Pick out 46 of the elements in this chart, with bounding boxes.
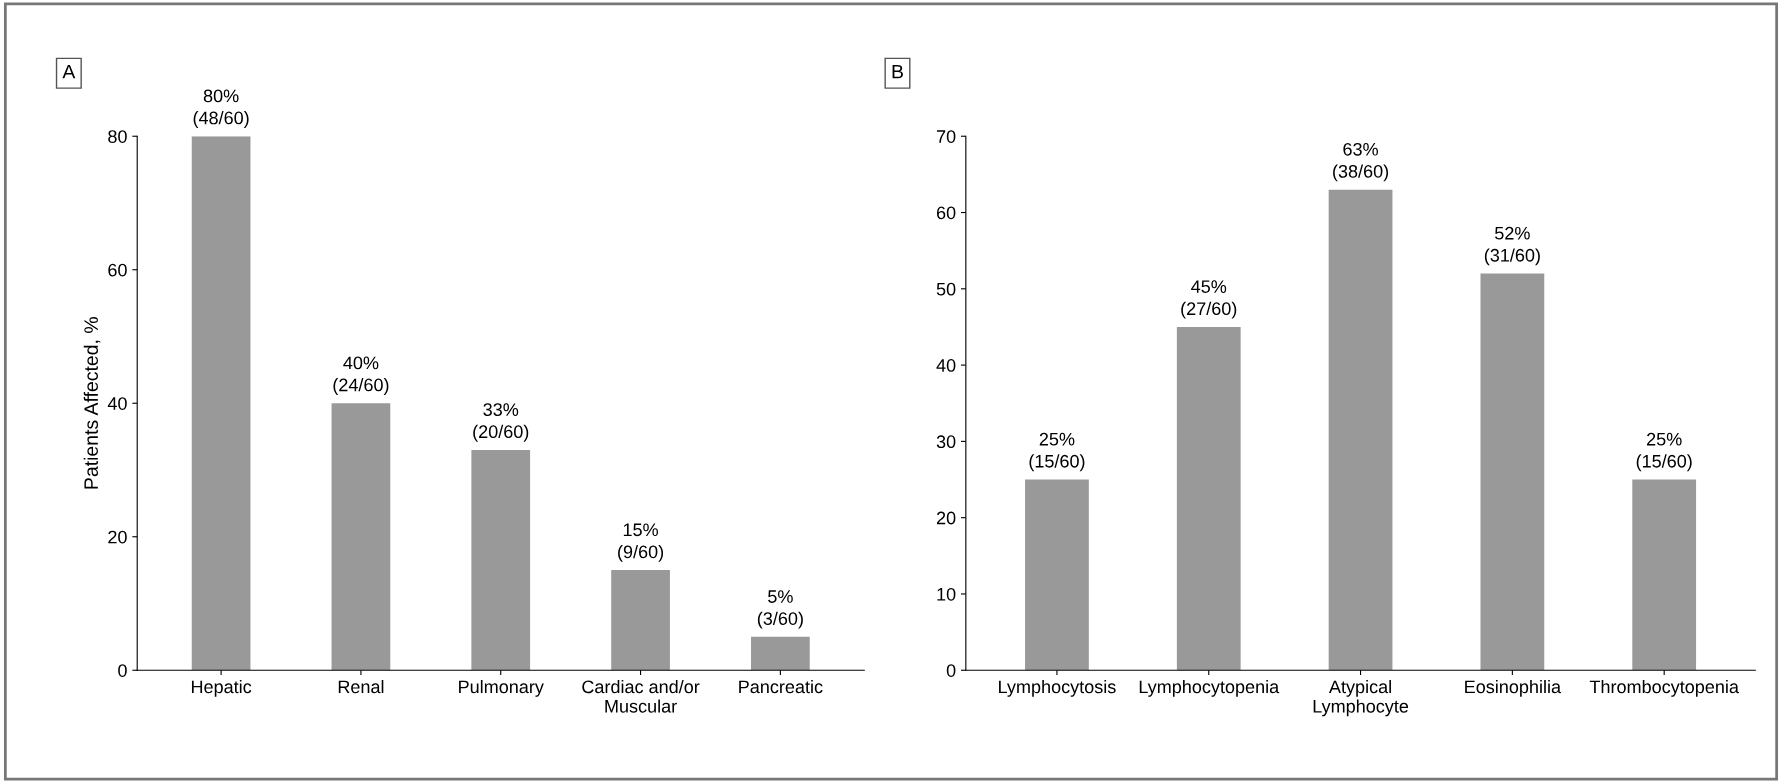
data-label: 63% (38/60) [1333,142,1389,182]
x-tick-label: Renal [338,679,384,694]
x-tick-label: Lymphocytopenia [1139,679,1280,697]
data-label: 5% (3/60) [757,590,803,629]
bar [611,570,670,671]
y-tick-label: 0 [946,664,956,677]
bar [1328,189,1393,671]
data-label: 25% (15/60) [1029,432,1085,472]
x-tick-label: Thrombocytopenia [1589,679,1739,697]
y-tick-label: 70 [936,130,956,143]
y-tick-label: 20 [108,530,127,544]
text: B [892,64,903,79]
y-tick-label: 30 [936,435,956,449]
bar [751,636,810,671]
y-tick-label: 80 [108,130,127,143]
bar [1025,479,1089,671]
x-tick-label: Eosinophilia [1465,679,1562,697]
bar [471,449,531,671]
x-tick-label: Pancreatic [739,679,823,694]
y-tick-label: 20 [936,511,956,525]
data-label: 15% (9/60) [618,523,664,562]
data-label: 45% (27/60) [1181,280,1237,319]
data-label: 40% (24/60) [333,356,389,395]
y-tick-label: 40 [936,359,956,372]
y-tick-label: 40 [107,397,127,410]
data-label: 25% (15/60) [1636,432,1692,472]
y-tick-label: 10 [937,587,956,601]
bar [331,403,391,671]
x-tick-label: Lymphocytosis [999,679,1116,697]
bar [1176,326,1241,671]
y-tick-label: 60 [936,206,956,220]
data-label: 80% (48/60) [193,89,249,128]
x-tick-label: Atypical Lymphocyte [1313,679,1409,717]
y-tick-label: 50 [936,282,956,296]
y-tick-label: 60 [108,263,127,277]
data-label: 52% (31/60) [1484,226,1540,266]
y-tick-label: 0 [118,664,127,677]
bar [1632,479,1697,671]
x-tick-label: Cardiac and/or Muscular [582,679,700,713]
x-tick-label: Hepatic [191,679,252,697]
text: A [62,64,76,79]
bar [1480,273,1545,671]
x-tick-label: Pulmonary [459,679,544,697]
bar [191,136,251,671]
data-label: 33% (20/60) [473,403,529,442]
y-axis-title: Patients Affected, % [83,317,101,489]
